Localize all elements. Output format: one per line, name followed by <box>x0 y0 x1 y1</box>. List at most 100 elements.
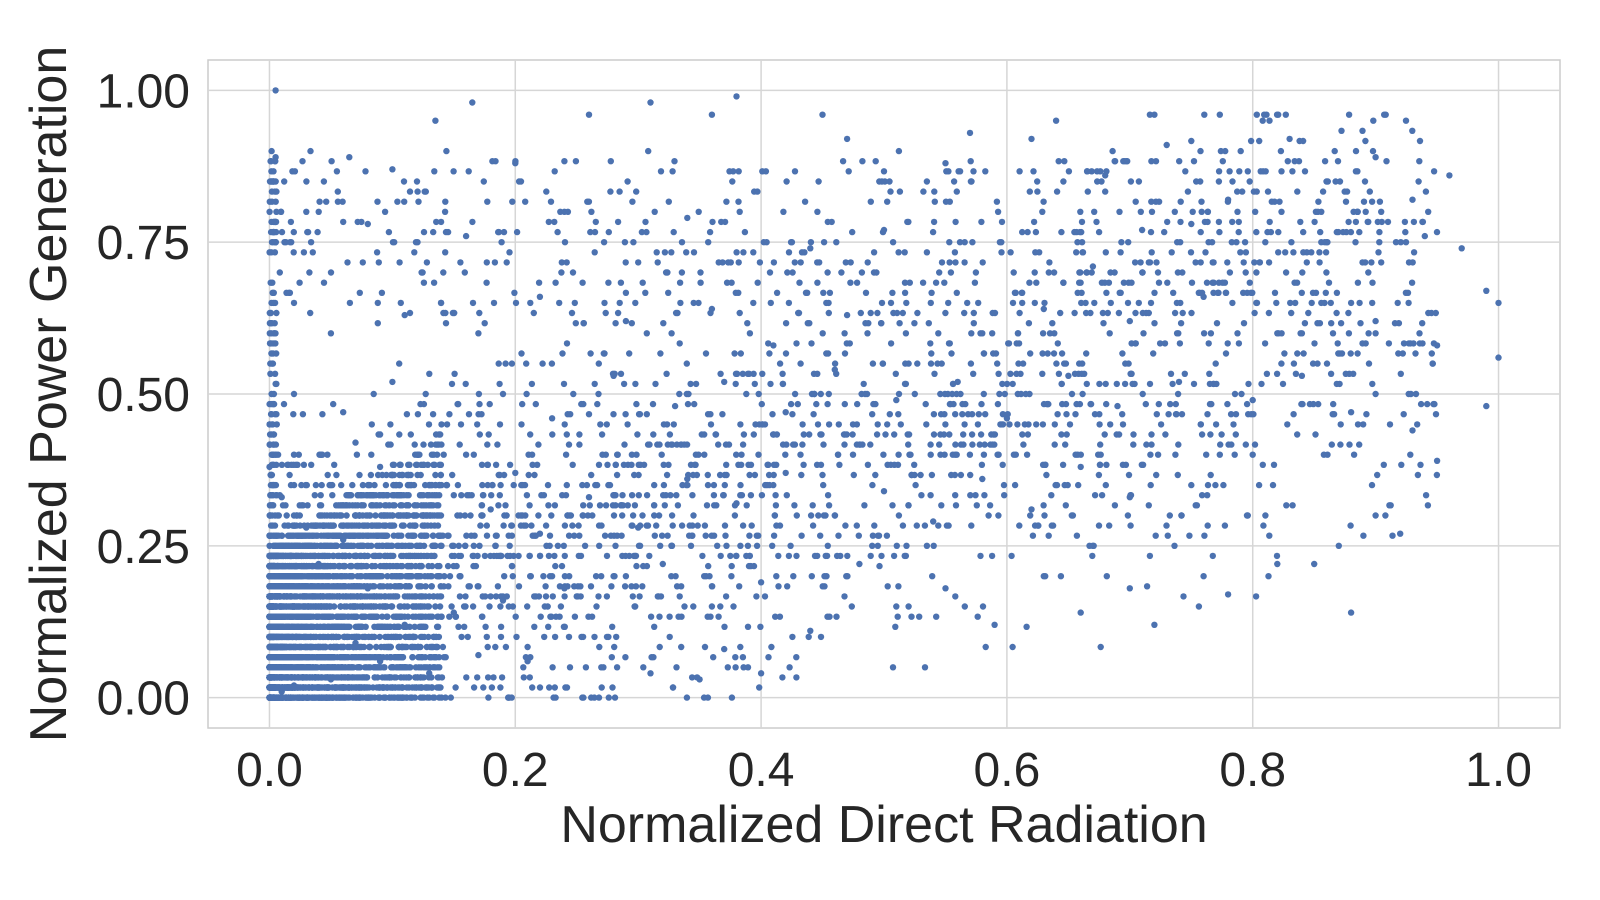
data-point <box>869 481 876 489</box>
data-point <box>1104 309 1112 317</box>
data-point <box>874 532 882 539</box>
data-point <box>1142 400 1150 408</box>
data-point <box>346 502 353 509</box>
data-point <box>619 512 626 519</box>
data-point <box>427 441 435 448</box>
data-point <box>399 654 407 661</box>
data-point <box>889 502 896 509</box>
data-point <box>1273 552 1281 560</box>
data-point <box>371 583 378 590</box>
data-point <box>281 613 288 620</box>
data-point <box>770 532 778 539</box>
data-point <box>856 560 863 568</box>
data-point <box>1244 512 1252 519</box>
data-point <box>338 481 345 489</box>
data-point <box>481 552 489 560</box>
data-point <box>779 370 786 377</box>
data-point <box>1266 532 1273 539</box>
data-point <box>595 694 603 701</box>
data-point <box>1345 111 1353 118</box>
data-point <box>353 451 361 458</box>
data-point <box>855 532 862 539</box>
data-point <box>1347 299 1355 307</box>
data-point <box>953 188 960 195</box>
data-point <box>402 664 409 671</box>
data-point <box>322 583 330 590</box>
data-point <box>1446 172 1453 179</box>
data-point <box>1249 451 1256 458</box>
data-point <box>941 390 949 398</box>
data-point <box>632 603 639 610</box>
data-point <box>1175 441 1182 448</box>
data-point <box>707 421 715 428</box>
data-point <box>681 603 688 610</box>
data-point <box>927 360 935 367</box>
data-point <box>1261 340 1269 347</box>
data-point <box>776 360 784 367</box>
data-point <box>560 380 568 388</box>
data-point <box>692 380 700 388</box>
data-point <box>739 441 747 448</box>
data-point <box>705 239 712 246</box>
data-point <box>371 674 379 681</box>
data-point <box>1097 643 1104 651</box>
data-point <box>1083 380 1091 388</box>
data-point <box>1372 512 1379 519</box>
data-point <box>966 129 974 137</box>
data-point <box>569 522 576 529</box>
data-point <box>523 390 530 398</box>
data-point <box>656 643 663 651</box>
data-point <box>526 502 533 509</box>
data-point <box>757 579 765 586</box>
data-point <box>999 461 1006 468</box>
data-point <box>874 421 881 428</box>
data-point <box>393 481 400 489</box>
data-point <box>831 512 839 519</box>
data-point <box>619 492 626 499</box>
data-point <box>902 360 909 367</box>
data-point <box>598 573 605 580</box>
data-point <box>1195 603 1203 610</box>
data-point <box>1252 208 1259 215</box>
data-point <box>1416 137 1424 145</box>
data-point <box>833 370 840 377</box>
data-point <box>350 654 357 661</box>
data-point <box>1292 370 1300 377</box>
data-point <box>1207 431 1214 438</box>
data-point <box>414 411 422 418</box>
data-point <box>1235 218 1243 226</box>
data-point <box>377 643 385 651</box>
data-point <box>717 370 724 377</box>
data-point <box>546 532 554 539</box>
data-point <box>834 451 842 458</box>
data-point <box>701 431 708 438</box>
data-point <box>432 471 439 479</box>
data-point <box>1409 427 1416 434</box>
data-point <box>405 674 413 681</box>
data-point <box>295 664 303 671</box>
data-point <box>282 664 289 671</box>
data-point <box>772 492 779 499</box>
data-point <box>1178 411 1186 418</box>
data-point <box>1117 289 1124 296</box>
data-point <box>388 674 395 681</box>
data-point <box>422 583 429 590</box>
data-point <box>1253 111 1261 118</box>
data-point <box>313 654 321 661</box>
data-point <box>409 643 416 651</box>
data-point <box>1298 289 1306 296</box>
data-point <box>880 488 888 495</box>
data-point <box>761 421 769 428</box>
data-point <box>465 411 473 418</box>
data-point <box>595 390 602 398</box>
data-point <box>1010 269 1017 276</box>
data-point <box>773 522 780 529</box>
data-point <box>988 431 995 438</box>
data-point <box>354 502 361 509</box>
data-point <box>991 621 998 628</box>
data-point <box>1242 441 1250 448</box>
data-point <box>375 654 382 661</box>
data-point <box>704 694 712 701</box>
data-point <box>1024 431 1032 438</box>
data-point <box>849 228 856 236</box>
